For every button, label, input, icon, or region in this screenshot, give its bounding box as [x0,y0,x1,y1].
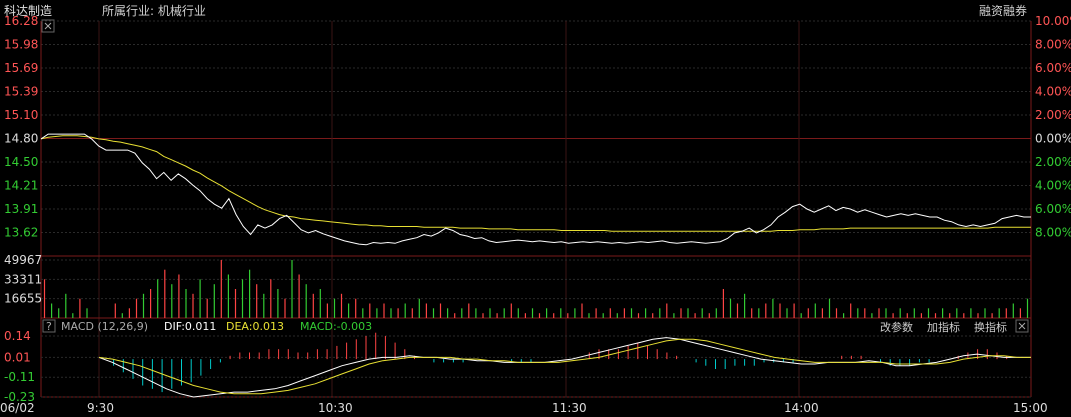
macd-dif-value: DIF:0.011 [164,320,216,333]
pct-tick-label: 8.00% [1035,226,1071,240]
macd-histogram [113,332,1008,393]
macd-tick-label: -0.11 [4,370,35,384]
price-tick-label: 15.10 [4,108,38,122]
price-line [40,133,1031,246]
price-axis-left: 16.28 15.98 15.69 15.39 15.10 14.80 14.50 14.21… [4,14,38,240]
price-tick-label: 15.69 [4,61,38,75]
price-tick-label: 15.98 [4,38,38,52]
price-tick-label: 15.39 [4,85,38,99]
svg-text:?: ? [46,320,52,333]
avg-price-path [40,135,1031,232]
pct-tick-label: 2.00% [1035,155,1071,169]
price-tick-label: 13.91 [4,202,38,216]
add-indicator-button[interactable]: 加指标 [927,320,960,334]
pct-tick-label: 8.00% [1035,38,1071,52]
volume-tick-label: 33311 [4,272,42,286]
volume-bars [43,260,1029,318]
price-tick-label: 14.21 [4,179,38,193]
volume-axis: 49967 33311 16655 [4,253,42,306]
time-tick-label: 06/02 [0,401,35,415]
macd-dea-line [98,338,1031,395]
pct-tick-label: 0.00% [1035,132,1071,146]
pct-tick-label: 6.00% [1035,202,1071,216]
macd-dea-value: DEA:0.013 [226,320,284,333]
price-grid [40,20,1032,398]
volume-tick-label: 16655 [4,292,42,306]
price-tick-label: 14.50 [4,155,38,169]
time-tick-label: 15:00 [1013,401,1048,415]
price-axis-right: 10.00% 8.00% 6.00% 4.00% 2.00% 0.00% 2.00% 4.00… [1035,14,1071,240]
macd-tick-label: 0.01 [4,350,31,364]
macd-macd-value: MACD:-0.003 [300,320,372,333]
industry-label: 所属行业: 机械行业 [102,3,206,18]
macd-tick-label: 0.14 [4,329,31,343]
stock-name[interactable]: 科达制造 [4,4,52,18]
pct-tick-label: 10.00% [1035,14,1071,28]
volume-tick-label: 49967 [4,253,42,267]
change-params-button[interactable]: 改参数 [880,320,913,334]
macd-dif-line [98,337,1031,398]
dea-path [98,338,1031,395]
volume-grid [41,259,1031,300]
time-tick-label: 10:30 [318,401,353,415]
pct-tick-label: 4.00% [1035,85,1071,99]
macd-close-icon[interactable] [1015,319,1029,333]
price-tick-label: 14.80 [4,132,38,146]
pct-tick-label: 2.00% [1035,108,1071,122]
macd-help-button[interactable]: ? [42,319,56,333]
price-tick-label: 16.28 [4,14,38,28]
price-path [40,133,1031,246]
margin-trading-button[interactable]: 融资融券 [979,3,1027,18]
macd-title[interactable]: MACD (12,26,9) [61,320,148,333]
time-tick-label: 11:30 [552,401,587,415]
time-tick-label: 9:30 [87,401,114,415]
time-tick-label: 14:00 [784,401,819,415]
close-icon[interactable] [41,19,55,33]
pct-tick-label: 4.00% [1035,179,1071,193]
switch-indicator-button[interactable]: 换指标 [974,320,1007,334]
dif-path [98,337,1031,398]
avg-price-line [40,135,1031,232]
macd-tick-label: -0.23 [4,390,35,404]
price-tick-label: 13.62 [4,226,38,240]
time-axis: 06/02 9:30 10:30 11:30 14:00 15:00 [0,401,1048,415]
macd-axis: 0.14 0.01 -0.11 -0.23 [4,329,35,404]
macd-grid [41,335,1031,398]
pct-tick-label: 6.00% [1035,61,1071,75]
